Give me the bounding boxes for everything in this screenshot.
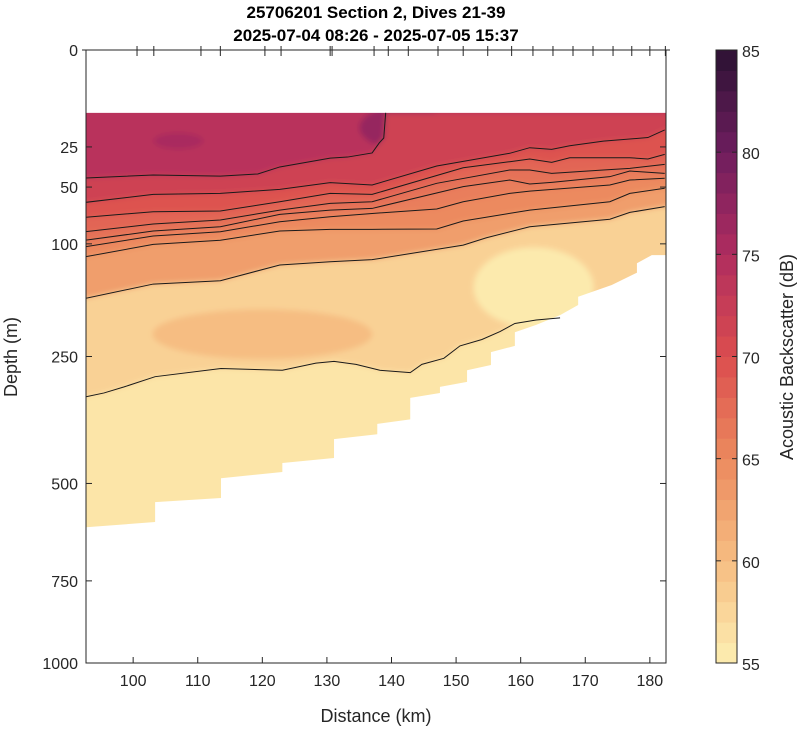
colorbar-band (716, 274, 737, 296)
colorbar-tick-label: 85 (742, 44, 760, 61)
colorbar-band (716, 152, 737, 174)
contour-line (86, 170, 665, 241)
colorbar-band (716, 336, 737, 357)
colorbar-band (716, 581, 737, 603)
chart-subtitle: 2025-07-04 08:26 - 2025-07-05 15:37 (233, 26, 518, 45)
colorbar-band (716, 519, 737, 541)
colorbar-tick-label: 55 (742, 657, 760, 674)
contour-line (86, 163, 665, 233)
colorbar-band (716, 50, 737, 71)
colorbar-band (716, 356, 737, 378)
colorbar-tick-label: 75 (742, 248, 760, 265)
colorbar-band (716, 622, 737, 644)
y-tick-label: 1000 (42, 656, 78, 673)
x-tick-label: 150 (443, 673, 470, 690)
x-tick-label: 120 (249, 673, 276, 690)
colorbar-band (716, 315, 737, 337)
colorbar-band (716, 376, 737, 398)
x-tick-label: 130 (314, 673, 341, 690)
colorbar-band (716, 295, 737, 317)
x-tick-label: 110 (185, 673, 211, 690)
contour-line (86, 129, 665, 203)
colorbar-tick-label: 80 (742, 146, 760, 163)
colorbar-band (716, 254, 737, 276)
fill-band-mid (152, 309, 373, 360)
y-axis-label: Depth (m) (1, 317, 21, 397)
x-axis: 100 110 120 130 140 150 160 170 180 (120, 657, 664, 690)
y-tick-label: 0 (69, 43, 78, 60)
y-tick-label: 250 (51, 350, 78, 367)
colorbar-band (716, 172, 737, 194)
colorbar-band (716, 397, 737, 419)
x-tick-label: 140 (378, 673, 405, 690)
colorbar-band (716, 540, 737, 562)
chart-title: 25706201 Section 2, Dives 21-39 (247, 3, 506, 22)
fill-band-core (153, 132, 204, 149)
colorbar: 55 60 65 70 75 80 85 Acoustic Backscatter (dB) (715, 44, 797, 674)
colorbar-band (716, 458, 737, 480)
colorbar-band (716, 479, 737, 501)
colorbar-band (716, 193, 737, 214)
colorbar-band (716, 90, 737, 112)
x-tick-label: 170 (572, 673, 599, 690)
x-tick-label: 180 (637, 673, 664, 690)
contour-line (86, 177, 665, 248)
contour-line (86, 206, 665, 299)
colorbar-band (716, 417, 737, 439)
colorbar-band (716, 131, 737, 153)
colorbar-tick-label: 65 (742, 453, 760, 470)
colorbar-band (716, 560, 737, 582)
y-tick-label: 100 (51, 237, 78, 254)
colorbar-band (716, 111, 737, 133)
contour-line (86, 317, 561, 398)
colorbar-label: Acoustic Backscatter (dB) (777, 254, 797, 460)
contour-line (86, 112, 387, 179)
colorbar-tick-label: 60 (742, 555, 760, 572)
colorbar-band (716, 642, 737, 664)
x-tick-label: 100 (120, 673, 147, 690)
colorbar-band (716, 213, 737, 235)
colorbar-band (716, 233, 737, 255)
colorbar-band (716, 499, 737, 521)
contour-lines (86, 112, 665, 398)
x-axis-label: Distance (km) (320, 706, 431, 726)
contour-fills (86, 112, 666, 528)
y-tick-label: 750 (51, 574, 78, 591)
x-tick-label: 160 (507, 673, 534, 690)
y-tick-label: 50 (60, 180, 78, 197)
y-tick-label: 500 (51, 476, 78, 493)
contour-line (86, 153, 665, 218)
y-tick-label: 25 (60, 140, 78, 157)
colorbar-band (716, 70, 737, 92)
dive-marks (82, 46, 670, 56)
contour-line (86, 187, 665, 258)
colorbar-band (716, 438, 737, 460)
y-axis: 0 25 50 100 250 500 750 1000 (42, 43, 666, 673)
fill-band-light (473, 247, 594, 328)
colorbar-tick-label: 70 (742, 351, 760, 368)
colorbar-band (716, 601, 737, 623)
plot-area: 100 110 120 130 140 150 160 170 180 0 25 50 100 250 5… (42, 43, 670, 690)
